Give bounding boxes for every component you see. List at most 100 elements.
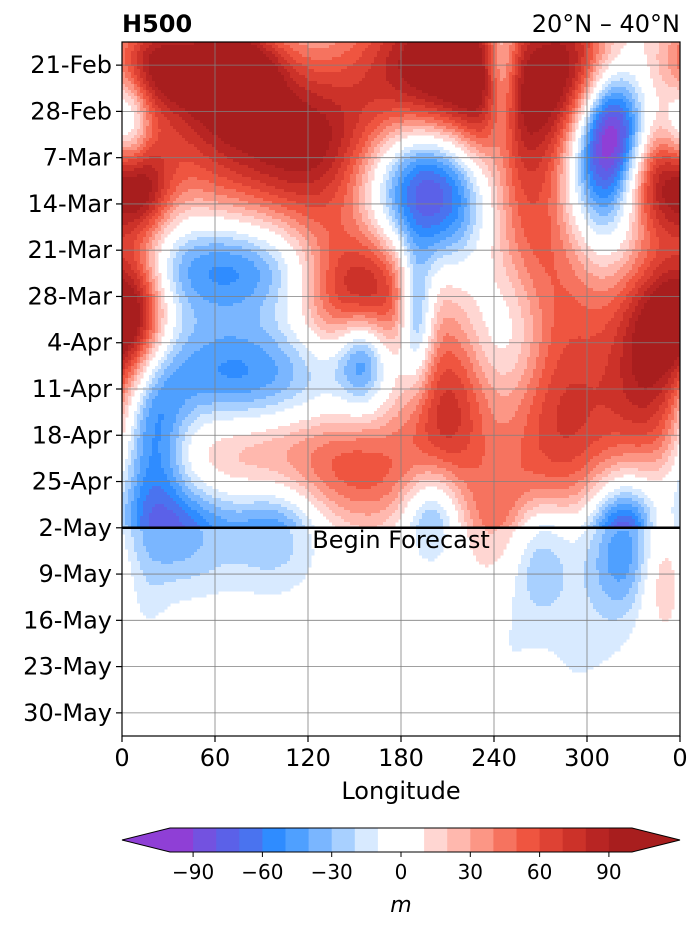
anomaly-cell bbox=[281, 96, 285, 100]
anomaly-cell bbox=[614, 81, 618, 85]
anomaly-cell bbox=[224, 66, 228, 70]
anomaly-cell bbox=[476, 78, 480, 82]
anomaly-cell bbox=[383, 75, 387, 79]
anomaly-cell bbox=[458, 54, 462, 58]
anomaly-cell bbox=[239, 69, 243, 73]
anomaly-cell bbox=[482, 78, 486, 82]
anomaly-cell bbox=[332, 99, 336, 103]
anomaly-cell bbox=[581, 96, 585, 100]
anomaly-cell bbox=[515, 75, 519, 79]
anomaly-cell bbox=[269, 78, 273, 82]
anomaly-cell bbox=[539, 57, 543, 61]
anomaly-cell bbox=[515, 120, 519, 124]
anomaly-cell bbox=[350, 48, 354, 52]
anomaly-cell bbox=[665, 99, 669, 103]
anomaly-cell bbox=[173, 99, 177, 103]
anomaly-cell bbox=[443, 102, 447, 106]
anomaly-cell bbox=[224, 72, 228, 76]
anomaly-cell bbox=[302, 72, 306, 76]
anomaly-cell bbox=[638, 102, 642, 106]
anomaly-cell bbox=[452, 69, 456, 73]
anomaly-cell bbox=[230, 60, 234, 64]
anomaly-cell bbox=[131, 48, 135, 52]
anomaly-cell bbox=[293, 123, 297, 127]
anomaly-cell bbox=[494, 78, 498, 82]
anomaly-cell bbox=[587, 54, 591, 58]
anomaly-cell bbox=[320, 66, 324, 70]
anomaly-cell bbox=[374, 78, 378, 82]
anomaly-cell bbox=[548, 87, 552, 91]
anomaly-cell bbox=[218, 69, 222, 73]
anomaly-cell bbox=[401, 87, 405, 91]
anomaly-cell bbox=[428, 105, 432, 109]
anomaly-cell bbox=[353, 69, 357, 73]
anomaly-cell bbox=[152, 102, 156, 106]
anomaly-cell bbox=[128, 87, 132, 91]
anomaly-cell bbox=[173, 114, 177, 118]
anomaly-cell bbox=[413, 45, 417, 49]
anomaly-cell bbox=[671, 54, 675, 58]
anomaly-cell bbox=[152, 108, 156, 112]
anomaly-cell bbox=[290, 69, 294, 73]
anomaly-cell bbox=[227, 102, 231, 106]
anomaly-cell bbox=[197, 105, 201, 109]
anomaly-cell bbox=[644, 45, 648, 49]
anomaly-cell bbox=[245, 123, 249, 127]
anomaly-cell bbox=[242, 87, 246, 91]
anomaly-cell bbox=[257, 78, 261, 82]
anomaly-cell bbox=[152, 96, 156, 100]
anomaly-cell bbox=[509, 48, 513, 52]
anomaly-cell bbox=[152, 78, 156, 82]
anomaly-cell bbox=[260, 45, 264, 49]
anomaly-cell bbox=[485, 90, 489, 94]
anomaly-cell bbox=[650, 75, 654, 79]
anomaly-cell bbox=[401, 114, 405, 118]
anomaly-cell bbox=[509, 81, 513, 85]
anomaly-cell bbox=[179, 120, 183, 124]
anomaly-cell bbox=[665, 117, 669, 121]
anomaly-cell bbox=[167, 72, 171, 76]
anomaly-cell bbox=[554, 105, 558, 109]
anomaly-cell bbox=[515, 72, 519, 76]
anomaly-cell bbox=[674, 93, 678, 97]
anomaly-cell bbox=[167, 96, 171, 100]
anomaly-cell bbox=[416, 57, 420, 61]
anomaly-cell bbox=[167, 75, 171, 79]
anomaly-cell bbox=[371, 105, 375, 109]
anomaly-cell bbox=[335, 96, 339, 100]
anomaly-cell bbox=[287, 48, 291, 52]
anomaly-cell bbox=[188, 45, 192, 49]
anomaly-cell bbox=[293, 45, 297, 49]
anomaly-cell bbox=[254, 54, 258, 58]
anomaly-cell bbox=[560, 60, 564, 64]
anomaly-cell bbox=[407, 87, 411, 91]
anomaly-cell bbox=[440, 72, 444, 76]
anomaly-cell bbox=[620, 75, 624, 79]
anomaly-cell bbox=[440, 48, 444, 52]
anomaly-cell bbox=[236, 81, 240, 85]
anomaly-cell bbox=[242, 93, 246, 97]
anomaly-cell bbox=[422, 51, 426, 55]
anomaly-cell bbox=[548, 105, 552, 109]
anomaly-cell bbox=[572, 66, 576, 70]
anomaly-cell bbox=[167, 57, 171, 61]
anomaly-cell bbox=[164, 60, 168, 64]
anomaly-cell bbox=[167, 123, 171, 127]
anomaly-cell bbox=[152, 81, 156, 85]
anomaly-cell bbox=[236, 114, 240, 118]
anomaly-cell bbox=[485, 66, 489, 70]
anomaly-cell bbox=[152, 87, 156, 91]
anomaly-cell bbox=[365, 78, 369, 82]
anomaly-cell bbox=[296, 114, 300, 118]
anomaly-cell bbox=[500, 114, 504, 118]
anomaly-cell bbox=[551, 90, 555, 94]
anomaly-cell bbox=[197, 90, 201, 94]
anomaly-cell bbox=[317, 69, 321, 73]
anomaly-cell bbox=[308, 54, 312, 58]
anomaly-cell bbox=[497, 105, 501, 109]
anomaly-cell bbox=[464, 66, 468, 70]
anomaly-cell bbox=[152, 114, 156, 118]
anomaly-cell bbox=[629, 81, 633, 85]
anomaly-cell bbox=[128, 51, 132, 55]
anomaly-cell bbox=[188, 60, 192, 64]
